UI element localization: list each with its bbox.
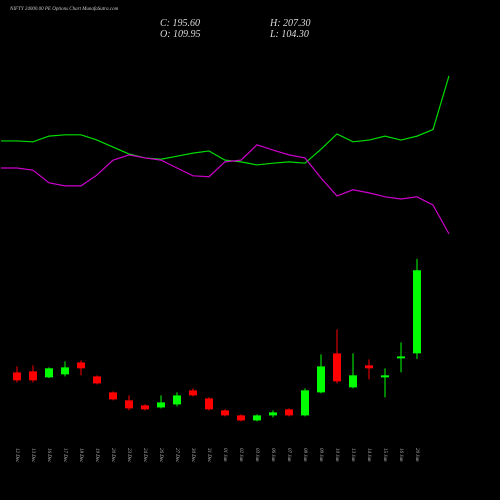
candle-body — [93, 376, 101, 384]
x-tick-label: 16 Dec — [46, 448, 51, 463]
candle-body — [189, 390, 197, 396]
x-tick-label: 20 Dec — [110, 448, 115, 463]
candle-body — [413, 270, 421, 354]
x-tick-label: 23 Dec — [126, 448, 131, 463]
x-tick-label: 31 Dec — [206, 448, 211, 463]
x-tick-label: 07 Jan — [286, 448, 291, 462]
close-label: C: 195.60 — [160, 18, 200, 29]
candle-body — [237, 415, 245, 421]
candle-body — [269, 412, 277, 416]
candle-body — [285, 409, 293, 416]
high-label: H: 207.30 — [269, 18, 311, 29]
x-tick-label: 06 Jan — [270, 448, 275, 462]
x-tick-label: 08 Jan — [302, 448, 307, 462]
x-tick-label: 03 Jan — [254, 448, 259, 462]
x-tick-label: 12 Dec — [14, 448, 19, 463]
candle-body — [141, 405, 149, 410]
x-tick-label: 20 Jan — [414, 448, 419, 462]
x-tick-label: 18 Dec — [78, 448, 83, 463]
indicator-line — [1, 144, 450, 235]
x-tick-label: 09 Jan — [318, 448, 323, 462]
x-tick-label: 02 Jan — [238, 448, 243, 462]
x-tick-label: 01 Jan — [222, 448, 227, 462]
candle-body — [45, 368, 53, 378]
x-tick-label: 27 Dec — [174, 448, 179, 463]
chart-title: NIFTY 24000.00 PE Options Chart MunafaSu… — [9, 7, 119, 12]
candle-body — [221, 410, 229, 416]
x-tick-label: 17 Dec — [62, 448, 67, 463]
candle-body — [301, 390, 309, 416]
candle-body — [349, 375, 357, 388]
candle-body — [13, 372, 21, 381]
candle-body — [125, 400, 133, 409]
candle-body — [381, 375, 389, 378]
candle-body — [205, 398, 213, 410]
candle-body — [333, 353, 341, 382]
x-tick-label: 14 Jan — [366, 448, 371, 462]
x-tick-label: 10 Jan — [334, 448, 339, 462]
candle-body — [253, 415, 261, 421]
x-tick-label: 13 Jan — [350, 448, 355, 462]
low-label: L: 104.30 — [269, 29, 309, 40]
candle-body — [109, 392, 117, 400]
candle-body — [397, 356, 405, 359]
candle-body — [317, 366, 325, 393]
candle-body — [173, 395, 181, 405]
x-tick-label: 16 Jan — [398, 448, 403, 462]
x-tick-label: 26 Dec — [158, 448, 163, 463]
candle-body — [365, 365, 373, 369]
x-tick-label: 15 Jan — [382, 448, 387, 462]
candle-body — [29, 371, 37, 381]
x-tick-label: 24 Dec — [142, 448, 147, 463]
candle-body — [77, 362, 85, 369]
indicator-line — [1, 75, 450, 166]
x-tick-label: 13 Dec — [30, 448, 35, 463]
open-label: O: 109.95 — [160, 29, 201, 40]
x-tick-label: 30 Dec — [190, 448, 195, 463]
candle-body — [61, 367, 69, 375]
candle-body — [157, 402, 165, 408]
x-tick-label: 19 Dec — [94, 448, 99, 463]
